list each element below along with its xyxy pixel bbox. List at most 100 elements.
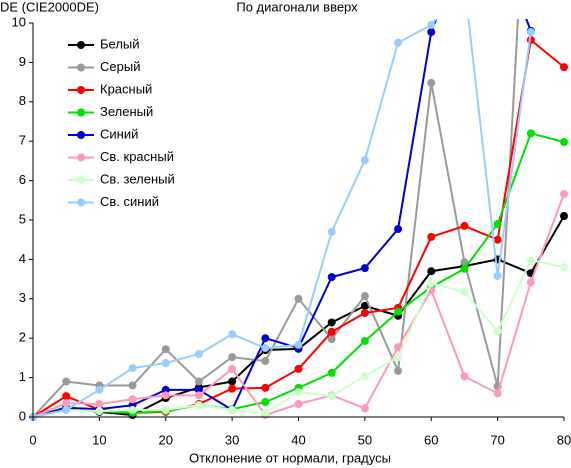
data-point	[427, 279, 436, 288]
data-point	[194, 377, 203, 386]
data-point	[460, 372, 469, 381]
data-point	[460, 221, 469, 230]
legend-label: Белый	[100, 36, 140, 51]
data-point	[493, 235, 502, 244]
legend-label: Синий	[100, 126, 138, 141]
plot-area	[29, 19, 568, 421]
y-tick-label: 2	[19, 330, 26, 345]
data-point	[294, 399, 303, 408]
data-point	[161, 405, 170, 414]
x-axis-label: Отклонение от нормали, градусы	[189, 450, 391, 465]
data-point	[128, 364, 137, 373]
y-tick-label: 9	[19, 54, 26, 69]
legend-label: Св. зеленый	[100, 171, 175, 186]
x-tick-label: 50	[358, 432, 372, 447]
data-point	[228, 353, 237, 362]
data-point	[62, 377, 71, 386]
legend-marker	[77, 131, 85, 139]
x-tick-label: 10	[92, 432, 106, 447]
data-point	[560, 263, 568, 272]
x-tick-label: 30	[225, 432, 239, 447]
data-point	[526, 256, 535, 265]
data-point	[493, 219, 502, 228]
y-tick-label: 1	[19, 369, 26, 384]
data-point	[493, 327, 502, 336]
data-point	[327, 327, 336, 336]
data-point	[327, 318, 336, 327]
data-point	[194, 391, 203, 400]
data-point	[261, 344, 270, 353]
data-point	[228, 384, 237, 393]
data-point	[460, 288, 469, 297]
data-point	[427, 267, 436, 276]
data-point	[360, 292, 369, 301]
legend-label: Св. красный	[100, 149, 174, 164]
data-point	[261, 383, 270, 392]
data-point	[394, 343, 403, 352]
data-point	[327, 227, 336, 236]
data-point	[394, 366, 403, 375]
data-point	[128, 405, 137, 414]
data-point	[228, 364, 237, 373]
data-point	[294, 364, 303, 373]
data-point	[526, 278, 535, 287]
data-point	[360, 308, 369, 317]
data-point	[427, 20, 436, 29]
data-point	[560, 189, 568, 198]
data-point	[95, 399, 104, 408]
data-point	[427, 232, 436, 241]
data-point	[161, 359, 170, 368]
data-point	[360, 264, 369, 273]
x-tick-label: 40	[291, 432, 305, 447]
legend-label: Серый	[100, 59, 140, 74]
y-tick-label: 10	[12, 14, 26, 29]
data-point	[261, 409, 270, 418]
data-point	[394, 225, 403, 234]
legend-marker	[77, 176, 85, 184]
data-point	[62, 392, 71, 401]
data-point	[228, 330, 237, 339]
data-point	[394, 353, 403, 362]
data-point	[526, 129, 535, 138]
legend-marker	[77, 108, 85, 117]
y-tick-label: 7	[19, 133, 26, 148]
data-point	[560, 63, 568, 72]
series-line	[32, 19, 532, 418]
data-point	[294, 340, 303, 349]
data-point	[95, 407, 104, 416]
data-point	[394, 38, 403, 47]
data-point	[327, 392, 336, 401]
data-point	[194, 385, 203, 394]
data-point	[360, 404, 369, 413]
data-point	[128, 381, 137, 390]
y-tick-label: 3	[19, 290, 26, 305]
data-point	[261, 398, 270, 407]
x-tick-label: 80	[557, 432, 571, 447]
legend-marker	[77, 153, 85, 162]
x-tick-label: 0	[29, 432, 36, 447]
data-point	[194, 349, 203, 358]
legend-label: Св. синий	[100, 194, 159, 209]
data-point	[62, 405, 71, 414]
data-point	[427, 28, 436, 37]
x-tick-label: 20	[159, 432, 173, 447]
series-line	[32, 193, 565, 418]
data-point	[294, 388, 303, 397]
data-point	[360, 336, 369, 345]
data-point	[360, 372, 369, 381]
data-point	[327, 273, 336, 282]
data-point	[161, 385, 170, 394]
data-point	[95, 385, 104, 394]
data-point	[560, 212, 568, 221]
data-point	[493, 389, 502, 398]
legend-label: Красный	[100, 81, 152, 96]
y-tick-label: 8	[19, 93, 26, 108]
data-point	[394, 307, 403, 316]
data-point	[460, 264, 469, 273]
y-tick-label: 0	[19, 408, 26, 423]
data-point	[62, 399, 71, 408]
data-point	[493, 271, 502, 280]
legend-marker	[77, 86, 85, 94]
data-point	[261, 334, 270, 343]
x-tick-label: 70	[490, 432, 504, 447]
